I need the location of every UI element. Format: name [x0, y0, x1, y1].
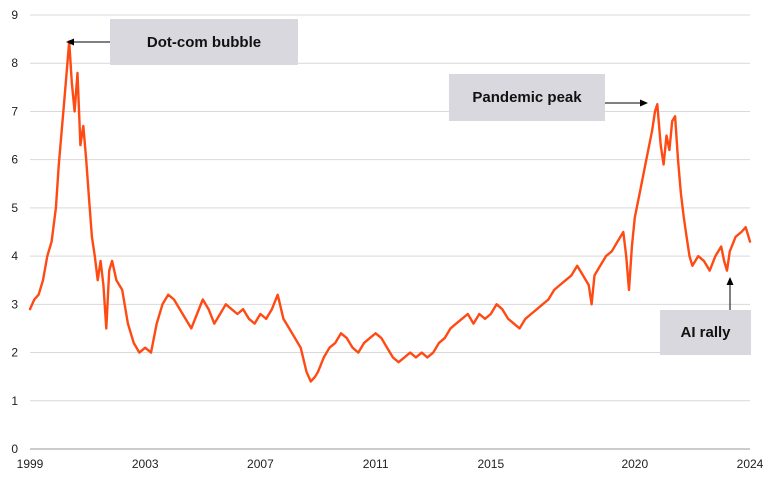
x-tick-label: 2015 [477, 457, 504, 471]
series-line [28, 40, 752, 383]
annotation-box [449, 74, 605, 121]
annotation-label: Dot-com bubble [147, 34, 261, 51]
annotation-label: Pandemic peak [472, 89, 582, 106]
annotation-pandemic: Pandemic peak [449, 74, 648, 121]
y-tick-label: 1 [11, 394, 18, 408]
y-tick-label: 2 [11, 346, 18, 360]
annotation-label: AI rally [680, 324, 731, 341]
y-tick-label: 9 [11, 8, 18, 22]
y-tick-label: 3 [11, 297, 18, 311]
y-tick-label: 0 [11, 442, 18, 456]
arrow-head-icon [66, 38, 74, 46]
y-tick-labels: 0 1 2 3 4 5 6 7 8 9 [11, 8, 18, 456]
x-tick-label: 2003 [132, 457, 159, 471]
x-tick-label: 2007 [247, 457, 274, 471]
y-tick-label: 8 [11, 56, 18, 70]
arrow-head-icon [640, 99, 648, 107]
y-tick-label: 7 [11, 104, 18, 118]
y-tick-label: 6 [11, 153, 18, 167]
y-tick-label: 4 [11, 249, 18, 263]
grid-lines [30, 14, 750, 402]
annotation-box [660, 310, 751, 355]
x-tick-label: 1999 [17, 457, 44, 471]
annotation-box [110, 19, 298, 65]
arrow-head-icon [726, 277, 734, 285]
x-tick-label: 2024 [737, 457, 764, 471]
annotation-ai-rally: AI rally [660, 277, 751, 355]
y-tick-label: 5 [11, 201, 18, 215]
x-tick-labels: 1999 2003 2007 2011 2015 2020 2024 [17, 457, 764, 471]
annotation-dotcom: Dot-com bubble [66, 19, 298, 65]
x-tick-label: 2011 [363, 457, 389, 471]
x-tick-label: 2020 [621, 457, 648, 471]
